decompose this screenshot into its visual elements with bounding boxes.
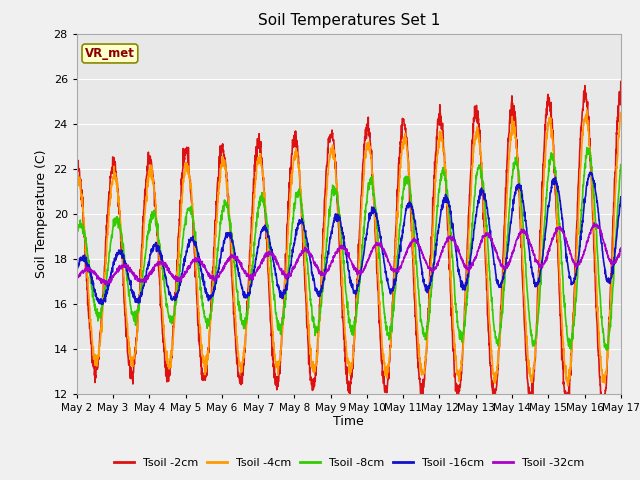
Tsoil -32cm xyxy=(617,245,625,251)
Tsoil -16cm xyxy=(73,265,81,271)
Tsoil -16cm xyxy=(101,295,109,301)
Tsoil -16cm xyxy=(602,270,609,276)
Tsoil -16cm xyxy=(602,267,609,273)
Line: Tsoil -32cm: Tsoil -32cm xyxy=(77,223,621,285)
Tsoil -4cm xyxy=(323,184,331,190)
Tsoil -32cm xyxy=(323,266,331,272)
Tsoil -4cm xyxy=(617,110,625,116)
Tsoil -32cm xyxy=(602,247,609,252)
Tsoil -8cm xyxy=(323,239,331,244)
Tsoil -8cm xyxy=(602,341,609,347)
Tsoil -2cm xyxy=(599,408,607,413)
Tsoil -8cm xyxy=(501,264,509,270)
Tsoil -16cm xyxy=(99,301,106,307)
Tsoil -32cm xyxy=(590,220,598,226)
Tsoil -32cm xyxy=(338,246,346,252)
Tsoil -2cm xyxy=(617,79,625,84)
Tsoil -4cm xyxy=(564,383,572,389)
Tsoil -16cm xyxy=(338,224,346,230)
Tsoil -8cm xyxy=(617,162,625,168)
Tsoil -16cm xyxy=(617,194,625,200)
Tsoil -8cm xyxy=(603,347,611,353)
Tsoil -4cm xyxy=(602,374,609,380)
Tsoil -4cm xyxy=(73,181,81,187)
Line: Tsoil -16cm: Tsoil -16cm xyxy=(77,172,621,304)
X-axis label: Time: Time xyxy=(333,415,364,429)
Tsoil -8cm xyxy=(337,229,345,235)
Tsoil -2cm xyxy=(601,394,609,400)
Tsoil -4cm xyxy=(100,276,108,281)
Tsoil -2cm xyxy=(602,387,609,393)
Tsoil -32cm xyxy=(602,241,609,247)
Tsoil -32cm xyxy=(502,264,509,270)
Tsoil -2cm xyxy=(100,263,108,269)
Tsoil -8cm xyxy=(73,227,81,233)
Tsoil -2cm xyxy=(501,205,509,211)
Tsoil -8cm xyxy=(601,344,609,349)
Line: Tsoil -4cm: Tsoil -4cm xyxy=(77,110,621,386)
Tsoil -4cm xyxy=(602,369,609,375)
Tsoil -32cm xyxy=(100,278,108,284)
Tsoil -4cm xyxy=(337,259,345,264)
Tsoil -16cm xyxy=(587,169,595,175)
Legend: Tsoil -2cm, Tsoil -4cm, Tsoil -8cm, Tsoil -16cm, Tsoil -32cm: Tsoil -2cm, Tsoil -4cm, Tsoil -8cm, Tsoi… xyxy=(109,453,588,472)
Line: Tsoil -8cm: Tsoil -8cm xyxy=(77,148,621,350)
Tsoil -16cm xyxy=(502,264,509,270)
Line: Tsoil -2cm: Tsoil -2cm xyxy=(77,82,621,410)
Tsoil -2cm xyxy=(323,164,331,170)
Title: Soil Temperatures Set 1: Soil Temperatures Set 1 xyxy=(258,13,440,28)
Tsoil -32cm xyxy=(73,277,81,283)
Tsoil -8cm xyxy=(100,295,108,300)
Tsoil -2cm xyxy=(73,167,81,173)
Tsoil -4cm xyxy=(501,232,509,238)
Tsoil -32cm xyxy=(102,282,109,288)
Tsoil -16cm xyxy=(323,254,331,260)
Tsoil -2cm xyxy=(337,283,345,289)
Tsoil -8cm xyxy=(583,145,591,151)
Tsoil -4cm xyxy=(583,107,591,113)
Y-axis label: Soil Temperature (C): Soil Temperature (C) xyxy=(35,149,48,278)
Text: VR_met: VR_met xyxy=(85,47,135,60)
